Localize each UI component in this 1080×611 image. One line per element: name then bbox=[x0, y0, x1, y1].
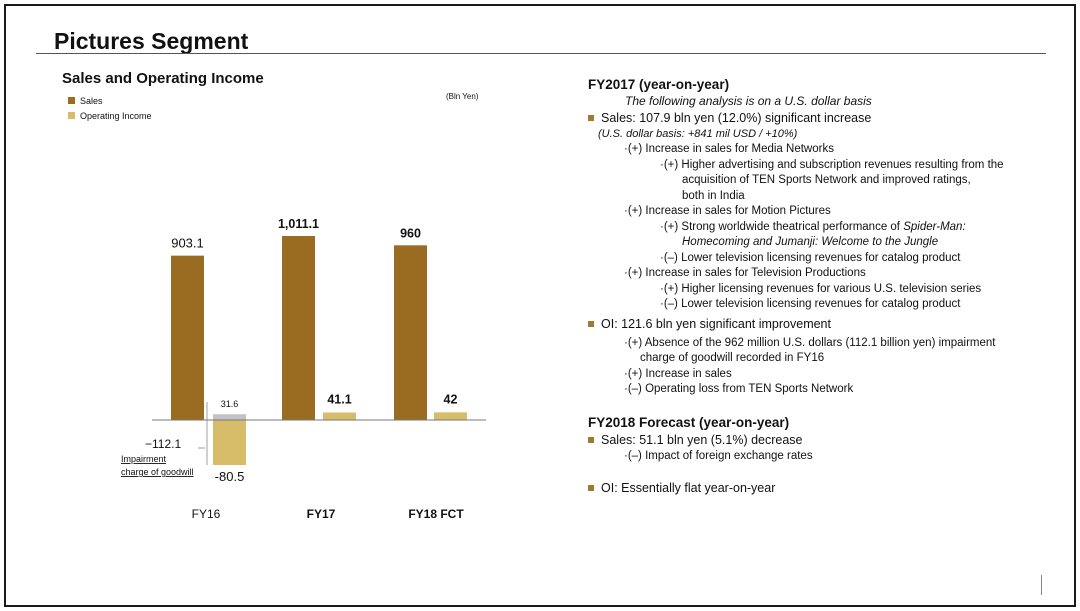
corner-divider bbox=[1041, 575, 1042, 595]
title-divider bbox=[36, 53, 1046, 54]
chart-unit-label: (Bln Yen) bbox=[446, 92, 479, 101]
tv-detail-line-2: ·(–) Lower television licensing revenues… bbox=[660, 298, 961, 310]
motion-pictures-item: ·(+) Increase in sales for Motion Pictur… bbox=[624, 205, 831, 217]
impairment-value-label: −112.1 bbox=[145, 437, 181, 451]
sales-value-label-2: 960 bbox=[400, 226, 421, 240]
forecast-sales-detail: ·(–) Impact of foreign exchange rates bbox=[624, 449, 813, 462]
oi-bar-fy17 bbox=[323, 412, 356, 420]
oi-value-label-1: 41.1 bbox=[327, 393, 351, 407]
sales-bar-fy18-fct bbox=[394, 245, 427, 420]
oi-bar-fy18-fct bbox=[434, 412, 467, 420]
sales-usd-basis: (U.S. dollar basis: +841 mil USD / +10%) bbox=[598, 127, 798, 140]
legend-item-operating-income: Operating Income bbox=[68, 108, 152, 123]
fy16-oi-excl-impairment-bar bbox=[213, 414, 246, 420]
oi-value-label-2: 42 bbox=[444, 392, 458, 406]
forecast-sales-bullet: Sales: 51.1 bln yen (5.1%) decrease bbox=[588, 432, 1038, 449]
jumanji-title: Jumanji: Welcome to the Jungle bbox=[775, 236, 939, 248]
legend-swatch-sales bbox=[68, 97, 75, 104]
page-title: Pictures Segment bbox=[54, 28, 249, 54]
tv-productions-item: ·(+) Increase in sales for Television Pr… bbox=[624, 267, 866, 279]
sales-value-label-1: 1,011.1 bbox=[278, 217, 319, 231]
motion-detail-line-3: ·(–) Lower television licensing revenues… bbox=[660, 251, 961, 264]
category-label-0: FY16 bbox=[192, 507, 221, 521]
motion-detail-line-2: Homecoming and Jumanji: Welcome to the J… bbox=[588, 235, 1038, 251]
oi-detail-line-3: ·(+) Increase in sales bbox=[624, 367, 732, 380]
fy2018-heading: FY2018 Forecast (year-on-year) bbox=[588, 414, 790, 430]
legend-swatch-operating-income bbox=[68, 112, 75, 119]
oi-bar-fy16 bbox=[213, 420, 246, 465]
oi-detail-line-2: charge of goodwill recorded in FY16 bbox=[640, 352, 825, 364]
legend-item-sales: Sales bbox=[68, 93, 152, 108]
sales-bar-fy17 bbox=[282, 236, 315, 420]
bar-chart: 903.1 1,011.1 960 31.6 -80.5 41.1 42 −112.1 Impa… bbox=[121, 217, 486, 521]
impairment-text-line-1: Impairment bbox=[121, 454, 167, 464]
and-conjunction: and bbox=[749, 236, 776, 248]
oi-bullet: OI: 121.6 bln yen significant improvemen… bbox=[588, 316, 1038, 333]
media-detail-line-2: acquisition of TEN Sports Network and im… bbox=[682, 174, 971, 186]
forecast-oi-bullet: OI: Essentially flat year-on-year bbox=[588, 480, 1038, 497]
oi-value-label-0: -80.5 bbox=[215, 469, 245, 484]
fy2017-heading: FY2017 (year-on-year) bbox=[588, 77, 730, 92]
tv-detail-line-1: ·(+) Higher licensing revenues for vario… bbox=[660, 282, 982, 295]
motion-detail-line-1: ·(+) Strong worldwide theatrical perform… bbox=[588, 220, 1038, 236]
homecoming-title: Homecoming bbox=[682, 236, 750, 248]
media-detail-line-1: ·(+) Higher advertising and subscription… bbox=[660, 158, 1004, 171]
sales-bar-fy16 bbox=[171, 255, 204, 420]
sales-value-label-0: 903.1 bbox=[171, 236, 204, 251]
legend-label-operating-income: Operating Income bbox=[80, 110, 152, 121]
motion-detail-text: ·(+) Strong worldwide theatrical perform… bbox=[660, 220, 904, 233]
impairment-text-line-2: charge of goodwill bbox=[121, 467, 194, 477]
legend-label-sales: Sales bbox=[80, 95, 103, 106]
usd-basis-note: The following analysis is on a U.S. doll… bbox=[625, 94, 872, 108]
media-networks-item: ·(+) Increase in sales for Media Network… bbox=[624, 143, 834, 155]
category-label-2: FY18 FCT bbox=[408, 507, 464, 521]
oi-detail-line-1: ·(+) Absence of the 962 million U.S. dol… bbox=[624, 336, 996, 349]
spider-man-title: Spider-Man: bbox=[903, 220, 966, 233]
fy16-oi-excl-impairment-label: 31.6 bbox=[221, 399, 239, 409]
sales-bullet: Sales: 107.9 bln yen (12.0%) significant… bbox=[588, 110, 1038, 127]
chart-legend: Sales Operating Income bbox=[68, 93, 152, 123]
media-detail-line-3: both in India bbox=[682, 189, 745, 202]
oi-detail-line-4: ·(–) Operating loss from TEN Sports Netw… bbox=[624, 383, 854, 395]
category-label-1: FY17 bbox=[307, 507, 336, 521]
chart-title: Sales and Operating Income bbox=[62, 70, 264, 87]
analysis-panel: FY2017 (year-on-year) The following anal… bbox=[588, 76, 1038, 497]
